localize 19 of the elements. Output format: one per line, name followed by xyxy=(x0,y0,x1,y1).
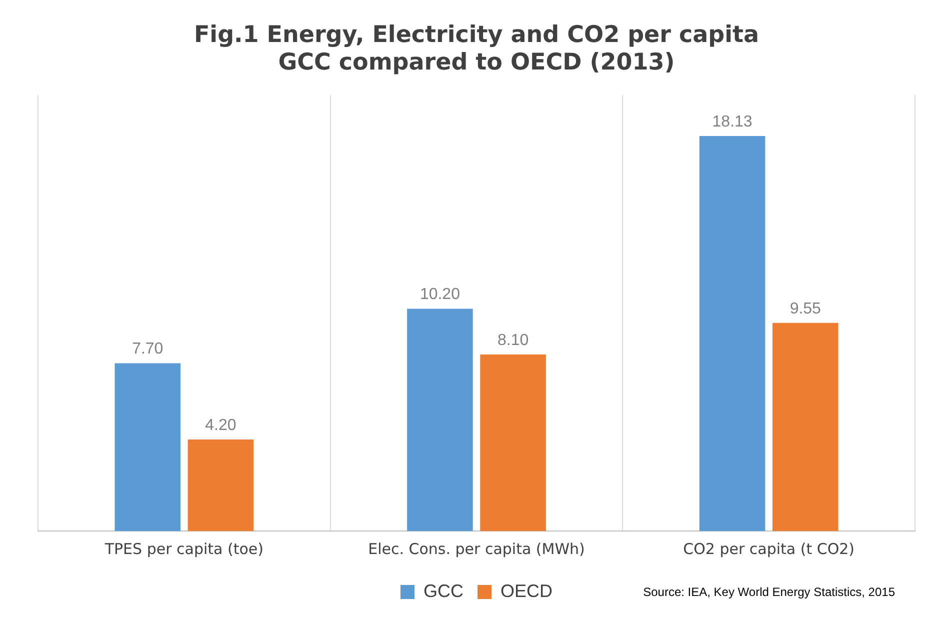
chart-title: Fig.1 Energy, Electricity and CO2 per capita GCC compared to OECD (2013) xyxy=(194,22,760,76)
x-tick-label: TPES per capita (toe) xyxy=(104,540,264,558)
bar xyxy=(772,322,838,531)
bar xyxy=(699,136,766,531)
bar xyxy=(188,439,254,531)
bar xyxy=(114,363,181,531)
x-tick-label: CO2 per capita (t CO2) xyxy=(683,540,855,558)
legend-label: OECD xyxy=(500,580,553,601)
source-note: Source: IEA, Key World Energy Statistics, 2015 xyxy=(643,585,895,599)
data-label: 4.20 xyxy=(205,416,236,434)
x-tick-label: Elec. Cons. per capita (MWh) xyxy=(368,540,585,558)
data-label: 18.13 xyxy=(712,113,752,130)
bar xyxy=(407,308,473,531)
bar xyxy=(480,354,546,531)
data-label: 9.55 xyxy=(790,300,822,318)
data-label: 8.10 xyxy=(497,332,529,349)
legend-label: GCC xyxy=(424,580,464,601)
data-label: 7.70 xyxy=(132,340,164,358)
data-label: 10.20 xyxy=(420,286,460,304)
